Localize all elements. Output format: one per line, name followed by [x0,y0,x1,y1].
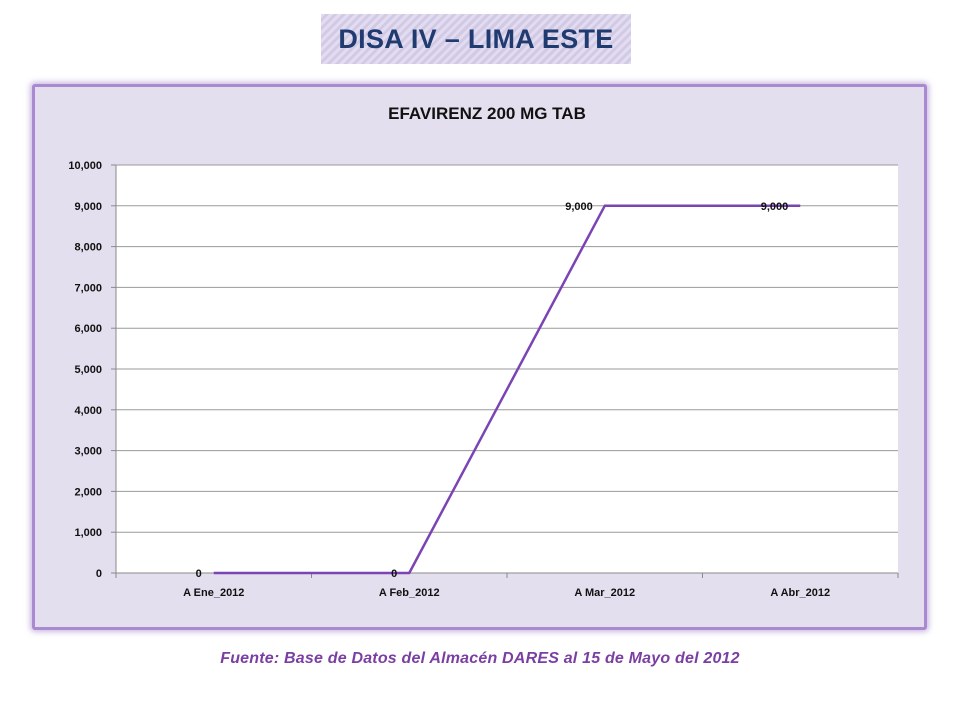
x-tick-label: A Feb_2012 [379,587,440,599]
y-tick-label: 3,000 [74,446,102,458]
source-note: Fuente: Base de Datos del Almacén DARES … [220,650,740,667]
series-line [213,204,801,575]
y-tick-label: 8,000 [74,242,102,254]
y-tick-label: 9,000 [74,201,102,213]
data-label: 9,000 [565,201,593,213]
page-title: DISA IV – LIMA ESTE [338,23,614,54]
y-tick-label: 1,000 [74,527,102,539]
data-label: 9,000 [761,201,789,213]
line-chart: EFAVIRENZ 200 MG TAB 0 1,000 2,000 3,000 4,00… [68,104,899,599]
x-tick-label: A Ene_2012 [183,587,244,599]
y-tick-label: 7,000 [74,282,102,294]
chart-title: EFAVIRENZ 200 MG TAB [388,104,586,123]
y-tick-label: 5,000 [74,364,102,376]
y-tick-label: 4,000 [74,405,102,417]
x-tick-label: A Mar_2012 [574,587,635,599]
y-tick-label: 6,000 [74,323,102,335]
y-tick-label: 2,000 [74,486,102,498]
chart-panel: EFAVIRENZ 200 MG TAB 0 1,000 2,000 3,000 4,00… [32,84,927,630]
data-label: 0 [391,568,397,580]
data-label: 0 [196,568,202,580]
x-tick-label: A Abr_2012 [770,587,830,599]
y-tick-label: 0 [96,568,102,580]
page-title-banner: DISA IV – LIMA ESTE [321,14,631,64]
y-tick-label: 10,000 [68,160,102,172]
